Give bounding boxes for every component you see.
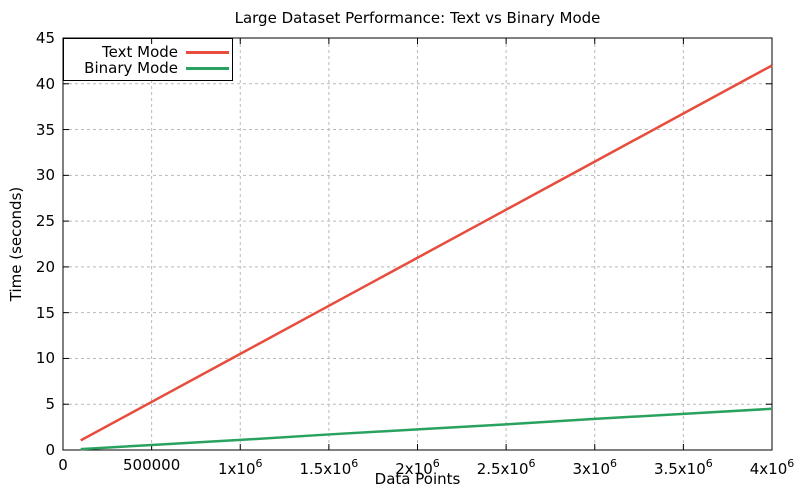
- legend-line-sample: [186, 50, 229, 54]
- legend-label: Binary Mode: [84, 59, 178, 77]
- x-tick-label: 3.5x106: [653, 457, 713, 478]
- x-tick-label: 3x106: [572, 457, 617, 478]
- plot-border: [62, 37, 773, 451]
- x-tick-label: 1.5x106: [299, 457, 359, 478]
- y-tick-label: 15: [35, 303, 55, 322]
- y-tick-label: 20: [35, 257, 55, 276]
- legend: Text Mode Binary Mode: [63, 38, 233, 81]
- y-tick-label: 10: [35, 349, 55, 368]
- y-tick-label: 30: [35, 166, 55, 185]
- x-tick-label: 1x106: [217, 457, 263, 478]
- y-tick-label: 25: [35, 212, 55, 231]
- y-tick-label: 45: [35, 29, 55, 47]
- y-tick-label: 0: [45, 441, 55, 459]
- x-axis-label: Data Points: [374, 470, 461, 488]
- legend-label: Text Mode: [102, 43, 178, 61]
- x-tick-label: 4x106: [749, 457, 795, 478]
- x-tick-label: 500000: [122, 456, 181, 474]
- y-tick-label: 35: [35, 120, 55, 139]
- series-line-text-mode: [80, 64, 773, 442]
- legend-row: Binary Mode: [64, 60, 232, 76]
- x-tick-label: 2x106: [395, 457, 440, 478]
- chart-title: Large Dataset Performance: Text vs Binar…: [234, 9, 601, 27]
- legend-line-sample: [186, 66, 229, 70]
- x-tick-label: 2.5x106: [476, 457, 536, 478]
- x-tick-label: 0: [58, 456, 68, 474]
- series-line-binary-mode: [80, 407, 773, 451]
- y-tick-label: 40: [35, 74, 55, 93]
- y-tick-label: 5: [45, 395, 55, 414]
- legend-row: Text Mode: [64, 44, 232, 60]
